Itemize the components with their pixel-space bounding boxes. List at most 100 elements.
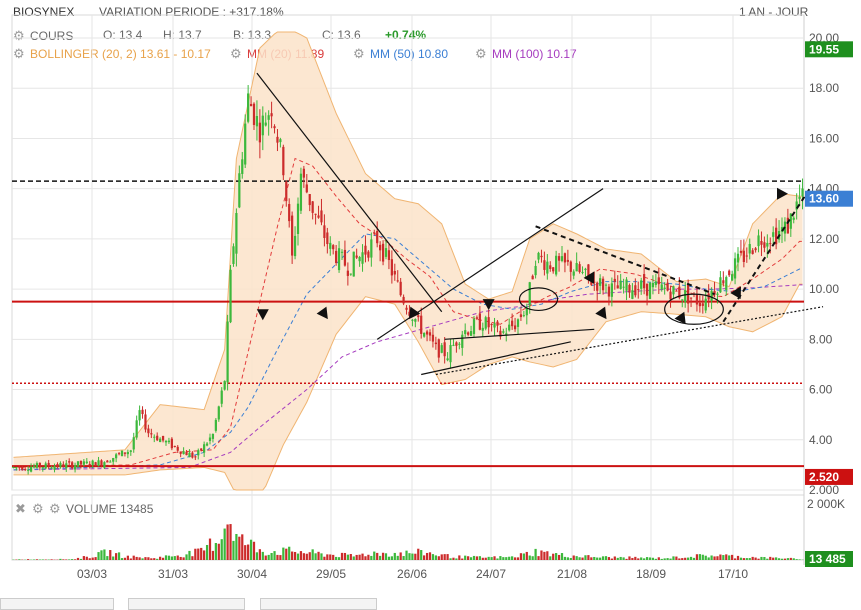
volume-bar: [423, 555, 425, 560]
volume-bar: [488, 557, 490, 560]
y-tick-label: 8.00: [809, 332, 833, 346]
volume-bar: [103, 549, 105, 560]
volume-bar: [578, 557, 580, 560]
volume-bar: [552, 554, 554, 560]
volume-bar: [209, 539, 211, 560]
tab-3[interactable]: [260, 598, 377, 610]
volume-bar: [262, 552, 264, 560]
volume-bar: [417, 549, 419, 560]
candle-body: [496, 322, 498, 326]
volume-bar: [185, 554, 187, 560]
volume-bar: [564, 557, 566, 560]
candle-body: [432, 335, 434, 342]
candle-body: [18, 467, 20, 468]
candle-body: [775, 228, 777, 245]
candle-body: [737, 254, 739, 263]
volume-bar: [784, 559, 786, 560]
volume-bar: [546, 551, 548, 560]
volume-bar: [493, 556, 495, 560]
candle-body: [546, 262, 548, 274]
candle-body: [534, 266, 536, 275]
volume-bar: [288, 547, 290, 560]
tab-2[interactable]: [128, 598, 245, 610]
candle-body: [429, 332, 431, 335]
candle-body: [224, 381, 226, 390]
candle-body: [576, 263, 578, 271]
candle-body: [658, 277, 660, 284]
volume-bar: [455, 558, 457, 560]
volume-bar: [162, 558, 164, 560]
volume-bar: [628, 556, 630, 560]
candle-body: [710, 291, 712, 301]
candle-body: [461, 335, 463, 348]
volume-bar: [408, 553, 410, 560]
volume-bar: [42, 559, 44, 560]
volume-bar: [150, 558, 152, 560]
volume-bar: [649, 557, 651, 560]
volume-bar: [614, 556, 616, 560]
volume-bar: [508, 557, 510, 560]
candle-body: [306, 184, 308, 192]
candle-body: [757, 235, 759, 246]
candle-body: [746, 256, 748, 257]
candle-body: [643, 274, 645, 288]
candle-body: [446, 358, 448, 360]
candle-body: [649, 283, 651, 299]
candle-body: [552, 267, 554, 271]
candle-body: [529, 282, 531, 305]
volume-bar: [661, 559, 663, 560]
volume-bar: [106, 556, 108, 560]
y-tick-label: 6.00: [809, 383, 833, 397]
volume-bar: [558, 555, 560, 560]
volume-bar: [212, 551, 214, 560]
volume-bar: [441, 554, 443, 560]
candle-body: [33, 466, 35, 467]
candle-body: [168, 441, 170, 442]
volume-bar: [312, 549, 314, 560]
candle-body: [444, 342, 446, 356]
volume-bar: [323, 557, 325, 560]
candle-body: [379, 245, 381, 250]
volume-bar: [781, 559, 783, 560]
volume-bar: [532, 556, 534, 560]
candle-body: [490, 324, 492, 325]
volume-bar: [74, 559, 76, 560]
volume-bar: [80, 559, 82, 560]
candle-body: [317, 215, 319, 217]
volume-bar: [394, 553, 396, 560]
volume-bar: [743, 558, 745, 560]
candle-body: [672, 286, 674, 294]
volume-bar: [329, 554, 331, 560]
volume-bar: [502, 557, 504, 560]
candle-body: [262, 116, 264, 136]
volume-bar: [232, 541, 234, 560]
candle-body: [798, 197, 800, 199]
volume-bar: [608, 557, 610, 560]
candle-body: [402, 297, 404, 304]
candle-body: [608, 287, 610, 297]
candle-body: [138, 410, 140, 420]
volume-bar: [265, 556, 267, 560]
volume-bar: [303, 553, 305, 560]
volume-bar: [191, 556, 193, 560]
candle-body: [312, 201, 314, 213]
tab-1[interactable]: [0, 598, 114, 610]
volume-bar: [203, 550, 205, 560]
volume-bar: [752, 557, 754, 560]
volume-bar: [793, 558, 795, 560]
volume-bar: [449, 558, 451, 560]
candle-body: [121, 451, 123, 456]
volume-bar: [268, 555, 270, 560]
volume-bar: [796, 559, 798, 560]
volume-bar: [121, 558, 123, 560]
candle-body: [455, 342, 457, 345]
candle-body: [250, 104, 252, 106]
candle-body: [92, 461, 94, 465]
volume-bar: [376, 553, 378, 560]
volume-bar: [567, 557, 569, 560]
candle-body: [15, 467, 17, 468]
candle-body: [203, 444, 205, 452]
volume-bar: [716, 556, 718, 560]
candle-body: [690, 298, 692, 299]
